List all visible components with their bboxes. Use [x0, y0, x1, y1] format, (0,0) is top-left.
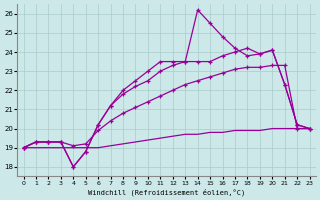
X-axis label: Windchill (Refroidissement éolien,°C): Windchill (Refroidissement éolien,°C) [88, 188, 245, 196]
